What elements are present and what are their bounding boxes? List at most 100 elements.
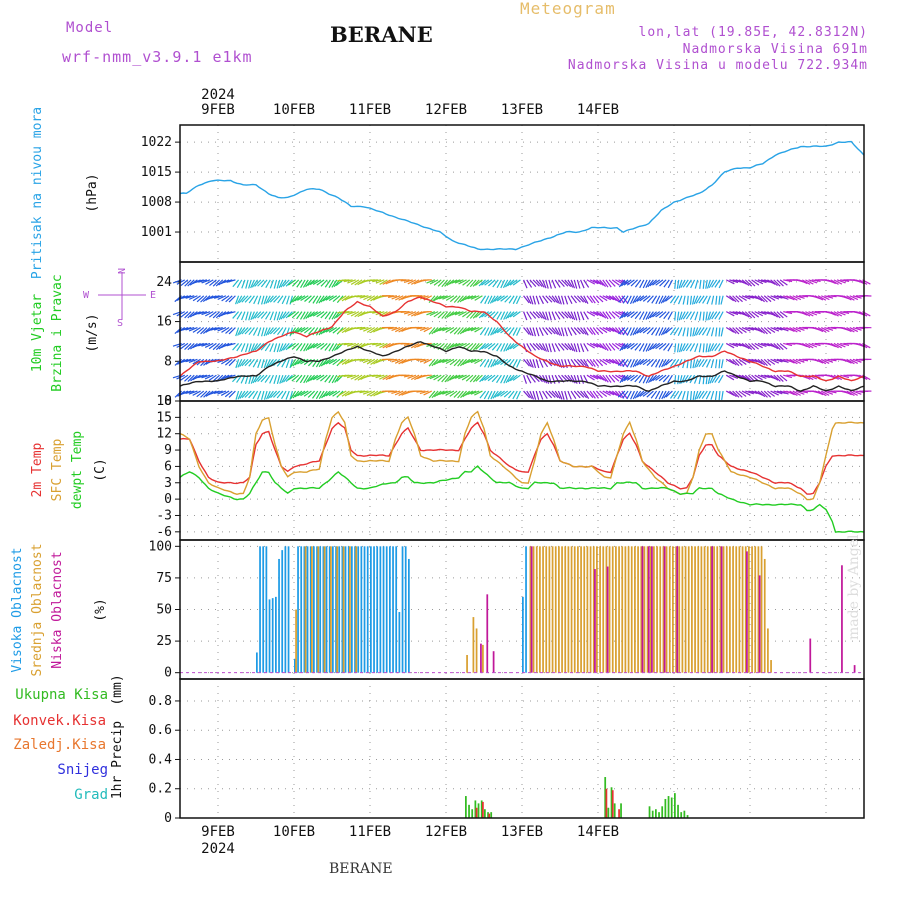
bar-ukupna-kisa	[490, 812, 493, 818]
wind-arrow	[655, 279, 664, 286]
wind-arrow	[573, 374, 578, 384]
wind-arrow	[779, 390, 789, 395]
wind-arrow	[267, 295, 274, 304]
wind-arrow	[570, 295, 577, 304]
wind-arrow	[316, 311, 325, 318]
y-tick-label: 0	[164, 394, 172, 409]
wind-arrow	[290, 327, 297, 336]
wind-arrow	[661, 359, 667, 368]
wind-arrow	[658, 390, 664, 400]
wind-arrow	[433, 327, 442, 334]
bar-srednja-oblacnost	[687, 546, 690, 673]
wind-arrow	[798, 311, 808, 316]
bar-srednja-oblacnost	[615, 546, 617, 673]
wind-arrow	[658, 295, 664, 305]
wind-arrow	[462, 390, 471, 398]
wind-arrow	[701, 327, 708, 336]
wind-arrow	[820, 390, 830, 396]
wind-arrow	[445, 358, 455, 365]
bar-visoka-oblacnost	[332, 546, 334, 673]
wind-arrow	[215, 311, 224, 319]
wind-arrow	[655, 295, 661, 305]
wind-arrow	[236, 311, 243, 320]
wind-arrow	[836, 279, 846, 284]
wind-arrow	[595, 327, 604, 335]
y-tick-label: 25	[156, 634, 172, 649]
wind-arrow	[451, 374, 461, 380]
bar-visoka-oblacnost	[398, 612, 401, 673]
wind-arrow	[622, 358, 629, 367]
wind-arrow	[674, 375, 677, 385]
bar-srednja-oblacnost	[548, 546, 551, 673]
wind-arrow	[257, 327, 262, 337]
wind-arrow	[757, 279, 767, 284]
wind-arrow	[614, 390, 622, 399]
wind-arrow	[237, 327, 243, 336]
wind-arrow	[715, 327, 718, 337]
wind-arrow	[201, 374, 211, 379]
wind-arrow	[454, 311, 464, 316]
wind-arrow	[642, 279, 648, 289]
wind-arrow	[265, 279, 271, 288]
wind-arrow	[248, 327, 255, 336]
pressure-unit: (hPa)	[85, 173, 100, 212]
wind-arrow	[526, 311, 532, 320]
wind-arrow	[663, 279, 670, 288]
bar-visoka-oblacnost	[268, 599, 271, 673]
wind-arrow	[305, 374, 312, 383]
wind-arrow	[634, 343, 642, 351]
y-tick-label: 15	[156, 410, 172, 425]
wind-arrow	[488, 279, 496, 287]
wind-arrow	[642, 327, 651, 334]
wind-arrow	[760, 327, 768, 335]
wind-arrow	[608, 295, 618, 302]
wind-arrow	[720, 295, 724, 305]
wind-arrow	[189, 311, 198, 318]
wind-arrow	[366, 327, 376, 333]
wind-arrow	[441, 374, 449, 383]
wind-arrow	[626, 390, 632, 400]
bar-srednja-oblacnost	[675, 546, 677, 673]
wind-arrow	[554, 311, 561, 320]
bar-srednja-oblacnost	[694, 546, 696, 673]
bar-srednja-oblacnost	[678, 546, 681, 673]
wind-arrow	[212, 279, 221, 287]
wind-arrow	[325, 390, 334, 397]
wind-arrow	[221, 295, 230, 302]
wind-arrow	[280, 390, 287, 400]
wind-arrow	[786, 390, 795, 396]
wind-arrow	[576, 390, 585, 398]
top-date-label: 12FEB	[425, 102, 467, 118]
bar-srednja-oblacnost	[767, 628, 769, 673]
wind-arrow	[754, 390, 763, 396]
wind-arrow	[428, 358, 436, 367]
wind-arrow	[655, 311, 664, 318]
wind-arrow	[492, 279, 499, 288]
wind-arrow	[375, 279, 385, 284]
wind-arrow	[618, 279, 626, 288]
wind-arrow	[359, 358, 369, 362]
wind-arrow	[645, 311, 651, 320]
wind-arrow	[545, 390, 553, 399]
wind-arrow	[557, 311, 565, 319]
bar-ukupna-kisa	[664, 798, 667, 818]
wind-arrow	[410, 342, 420, 349]
wind-arrow	[458, 311, 467, 317]
wind-arrow	[209, 279, 217, 287]
wind-arrow	[512, 279, 521, 286]
wind-arrow	[754, 342, 763, 349]
wind-arrow	[252, 390, 259, 400]
wind-arrow	[779, 358, 789, 364]
wind-arrow	[252, 343, 259, 352]
wind-arrow	[658, 359, 664, 368]
wind-arrow	[538, 390, 544, 400]
wind-arrow	[636, 358, 645, 366]
wind-arrow	[783, 374, 793, 379]
wind-arrow	[296, 311, 303, 320]
wind-arrow	[385, 342, 395, 349]
wind-arrow	[626, 327, 632, 336]
wind-arrow	[305, 279, 312, 288]
wind-arrow	[512, 311, 521, 318]
wind-arrow	[662, 295, 670, 303]
